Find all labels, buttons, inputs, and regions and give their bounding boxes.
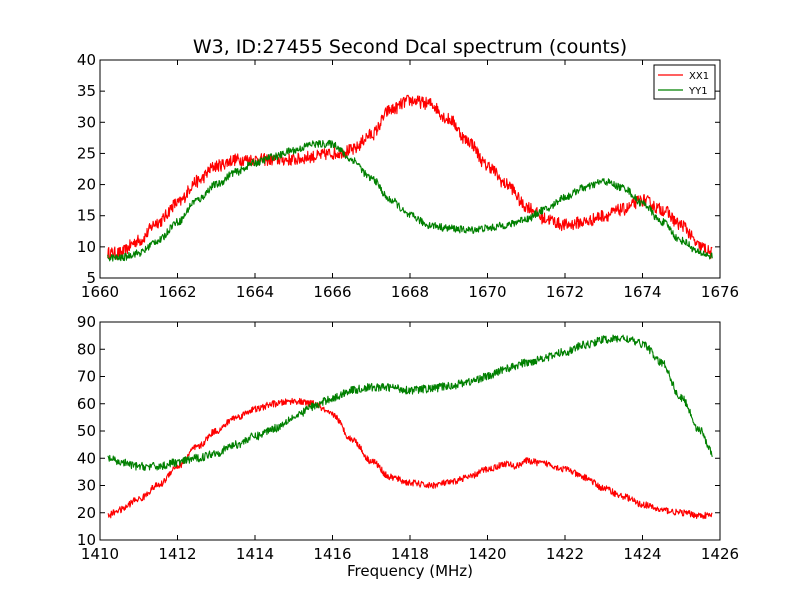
bottom-series-xx1 [107, 397, 713, 520]
bottom-ytick-label: 30 [77, 477, 96, 495]
top-ytick-label: 5 [86, 269, 96, 287]
top-plot: 1660 1662 1664 1666 1668 1670 1672 1674 1676 5 10 1… [77, 51, 739, 301]
top-xtick-label: 1666 [313, 283, 351, 301]
bottom-xtick-label: 1418 [391, 545, 429, 563]
top-plot-frame [99, 59, 721, 279]
chart-title: W3, ID:27455 Second Dcal spectrum (count… [193, 36, 627, 58]
bottom-ytick-label: 70 [77, 368, 96, 386]
bottom-xtick-label: 1412 [158, 545, 196, 563]
top-xtick-label: 1672 [546, 283, 584, 301]
bottom-ytick-label: 10 [77, 531, 96, 549]
top-ytick-label: 30 [77, 113, 96, 131]
bottom-xtick-label: 1414 [236, 545, 274, 563]
top-ytick-label: 15 [77, 207, 96, 225]
top-ytick-label: 10 [77, 238, 96, 256]
top-ytick-label: 25 [77, 144, 96, 162]
bottom-ytick-label: 60 [77, 395, 96, 413]
bottom-ytick-label: 20 [77, 504, 96, 522]
top-xtick-label: 1676 [701, 283, 739, 301]
bottom-x-axis-label: Frequency (MHz) [347, 562, 473, 580]
top-ytick-label: 40 [77, 51, 96, 69]
bottom-plot-frame [99, 321, 721, 541]
top-ytick-label: 20 [77, 176, 96, 194]
bottom-xtick-label: 1416 [313, 545, 351, 563]
top-xtick-label: 1664 [236, 283, 274, 301]
bottom-ytick-label: 50 [77, 422, 96, 440]
top-xtick-label: 1668 [391, 283, 429, 301]
top-xtick-label: 1674 [623, 283, 661, 301]
top-xtick-label: 1662 [158, 283, 196, 301]
bottom-series-yy1 [107, 334, 713, 471]
bottom-xtick-label: 1426 [701, 545, 739, 563]
top-ytick-label: 35 [77, 82, 96, 100]
bottom-xtick-label: 1420 [468, 545, 506, 563]
top-series-yy1 [107, 139, 713, 262]
bottom-ytick-label: 90 [77, 313, 96, 331]
bottom-xtick-label: 1422 [546, 545, 584, 563]
legend-label-yy1: YY1 [688, 86, 708, 97]
bottom-plot: 1410 1412 1414 1416 1418 1420 1422 1424 1426 10 20… [77, 313, 739, 580]
bottom-xtick-label: 1424 [623, 545, 661, 563]
top-xtick-label: 1660 [81, 283, 119, 301]
top-xtick-label: 1670 [468, 283, 506, 301]
legend-label-xx1: XX1 [689, 71, 709, 82]
top-series-xx1 [107, 94, 713, 260]
legend-box [653, 64, 716, 100]
bottom-xtick-label: 1410 [81, 545, 119, 563]
bottom-ytick-label: 80 [77, 340, 96, 358]
bottom-ytick-label: 40 [77, 449, 96, 467]
